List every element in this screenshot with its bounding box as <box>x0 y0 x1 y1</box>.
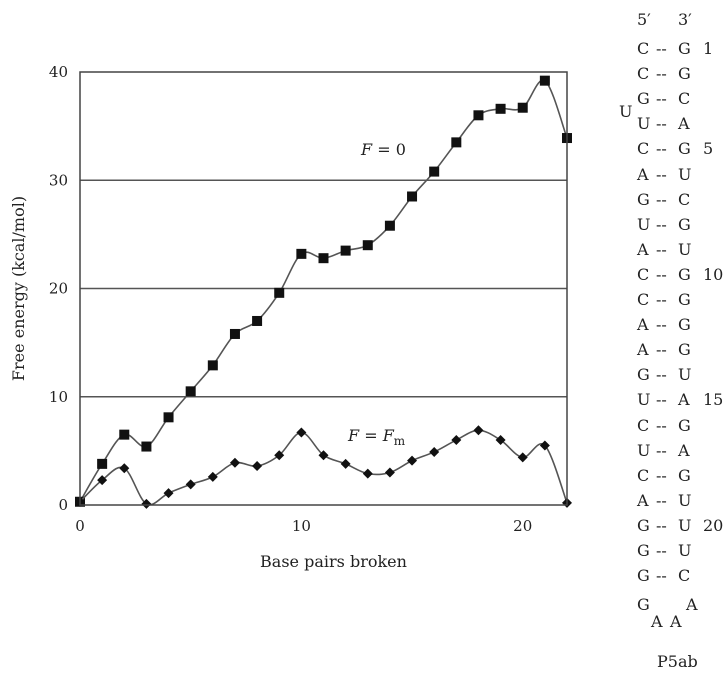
x-tick-label: 10 <box>292 517 311 535</box>
data-point-square <box>407 191 418 202</box>
data-point-square <box>362 240 373 251</box>
data-point-diamond <box>495 435 506 446</box>
label-var: F <box>360 140 373 159</box>
data-point-diamond <box>340 458 351 469</box>
gridlines <box>80 179 567 398</box>
data-point-square <box>207 360 218 371</box>
data-point-square <box>163 412 174 423</box>
plot-frame <box>79 71 568 506</box>
data-point-diamond <box>141 498 152 509</box>
data-point-square <box>185 386 196 397</box>
y-tick-label: 30 <box>49 171 68 189</box>
series-f-zero <box>75 75 572 507</box>
data-point-diamond <box>539 440 550 451</box>
data-point-square <box>274 287 285 298</box>
series-label-f-fm: F = Fm <box>347 426 406 448</box>
data-point-square <box>451 137 462 148</box>
data-point-diamond <box>229 457 240 468</box>
series-annotations: F = 0F = Fm <box>347 140 406 448</box>
x-tick-label: 20 <box>513 517 532 535</box>
data-point-square <box>252 315 263 326</box>
data-point-square <box>318 253 329 264</box>
data-point-diamond <box>119 463 130 474</box>
data-point-square <box>296 248 307 259</box>
data-point-diamond <box>207 471 218 482</box>
data-point-square <box>473 110 484 121</box>
data-point-diamond <box>429 446 440 457</box>
series-f-fm <box>75 425 572 509</box>
label-part: m <box>394 434 406 448</box>
x-axis-label: Base pairs broken <box>260 552 407 571</box>
data-point-square <box>495 103 506 114</box>
series-group <box>75 75 572 509</box>
data-point-diamond <box>384 467 395 478</box>
data-point-square <box>119 429 130 440</box>
data-point-diamond <box>407 455 418 466</box>
data-point-diamond <box>362 468 373 479</box>
data-point-diamond <box>451 435 462 446</box>
y-tick-label: 20 <box>49 280 68 298</box>
axis-ticks: 0 10 20 30 40 0 10 20 <box>49 63 532 535</box>
data-point-square <box>340 245 351 256</box>
label-rest: = 0 <box>372 140 406 159</box>
data-point-square <box>517 102 528 113</box>
series-label-f-zero: F = 0 <box>360 140 406 159</box>
series-line <box>79 79 568 503</box>
data-point-diamond <box>517 452 528 463</box>
data-point-diamond <box>97 475 108 486</box>
data-point-square <box>384 220 395 231</box>
data-point-diamond <box>185 479 196 490</box>
data-point-diamond <box>473 425 484 436</box>
label-part: = F <box>359 426 395 445</box>
data-point-diamond <box>252 461 263 472</box>
y-tick-label: 10 <box>49 388 68 406</box>
data-point-square <box>229 328 240 339</box>
y-axis-label: Free energy (kcal/mol) <box>9 196 28 381</box>
x-tick-label: 0 <box>75 517 85 535</box>
data-point-square <box>539 75 550 86</box>
data-point-diamond <box>318 450 329 461</box>
data-point-square <box>141 441 152 452</box>
data-point-square <box>429 166 440 177</box>
data-point-diamond <box>163 488 174 499</box>
data-point-diamond <box>296 427 307 438</box>
data-point-diamond <box>274 450 285 461</box>
data-point-square <box>97 458 108 469</box>
y-tick-label: 40 <box>49 63 68 81</box>
y-tick-label: 0 <box>58 496 68 514</box>
label-part: F <box>347 426 360 445</box>
